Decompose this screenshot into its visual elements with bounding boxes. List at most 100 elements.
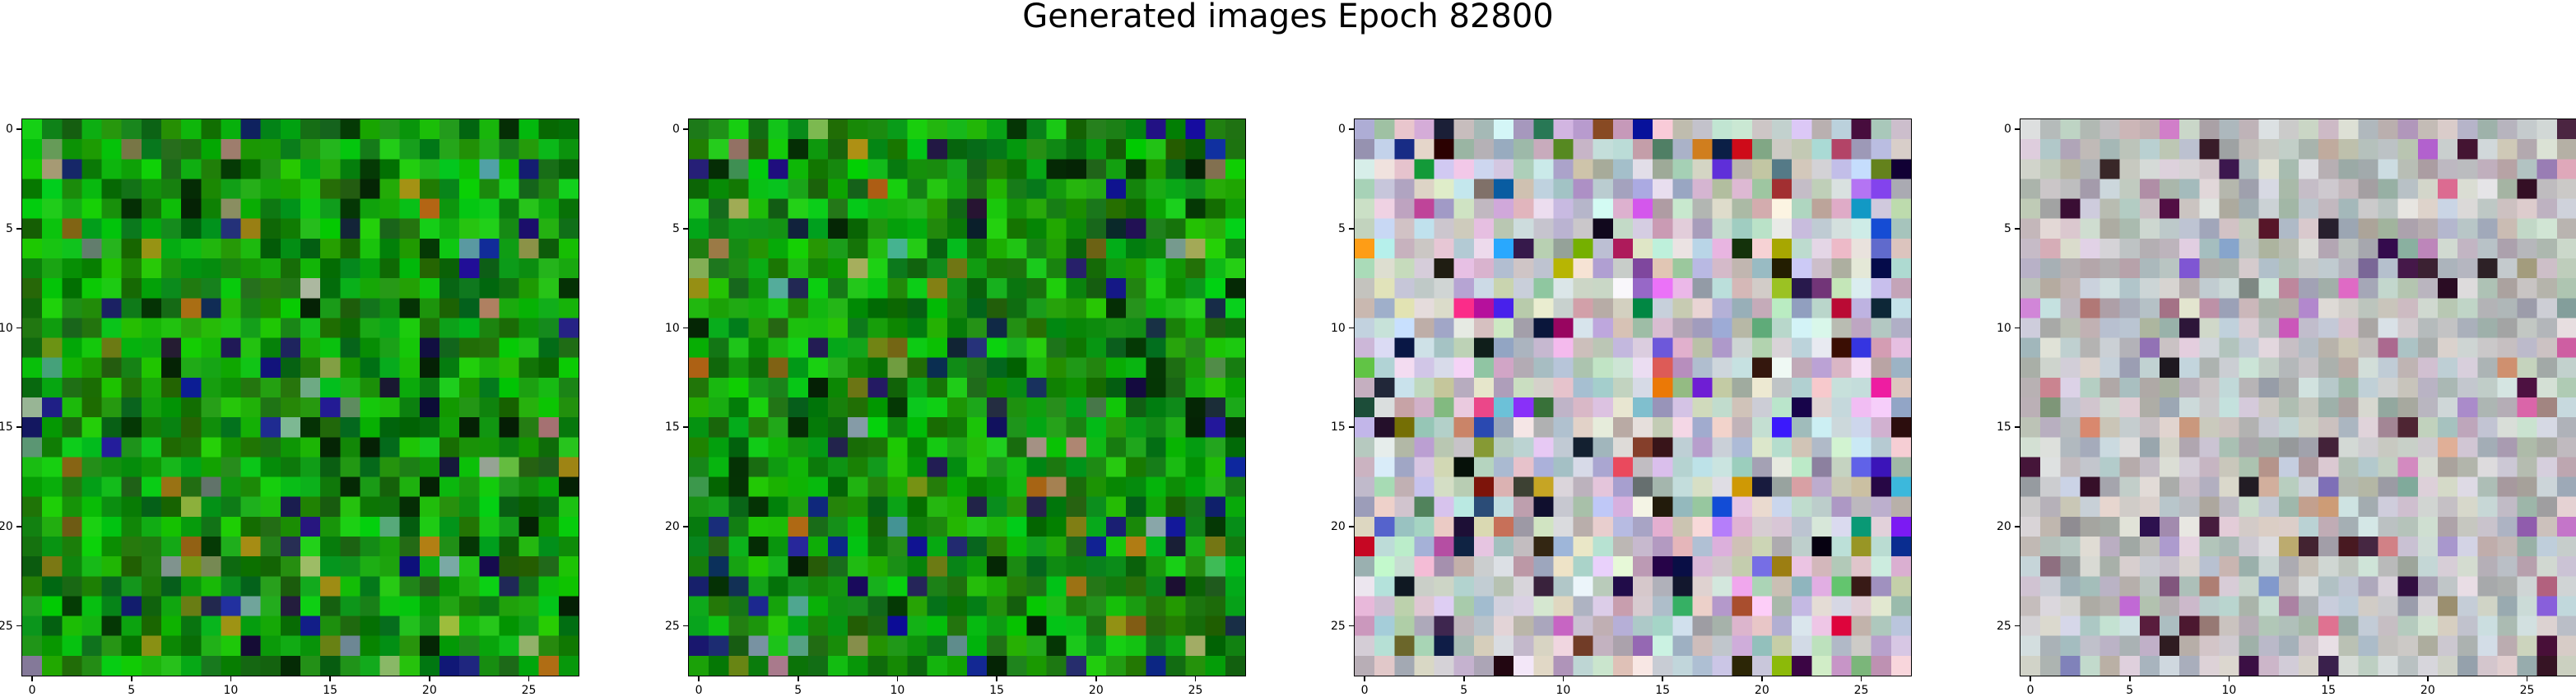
y-tick [2015, 625, 2020, 627]
y-tick-label: 15 [0, 421, 13, 433]
y-tick-label: 10 [0, 323, 13, 334]
y-tick-label: 20 [665, 521, 680, 532]
x-tick [329, 676, 331, 681]
y-tick [2015, 328, 2020, 329]
x-tick-label: 5 [1460, 685, 1467, 696]
x-tick-label: 20 [1089, 685, 1104, 696]
x-tick [1195, 676, 1197, 681]
x-tick [1563, 676, 1565, 681]
y-tick-label: 25 [1997, 620, 2011, 632]
y-tick-label: 15 [1997, 421, 2011, 433]
y-tick [683, 228, 689, 230]
y-tick-label: 0 [2004, 123, 2011, 135]
x-tick [2030, 676, 2031, 681]
x-tick [2229, 676, 2230, 681]
y-tick-label: 0 [672, 123, 680, 135]
x-tick-label: 15 [323, 685, 337, 696]
x-tick [1761, 676, 1763, 681]
y-tick [2015, 128, 2020, 130]
x-tick-label: 20 [1755, 685, 1769, 696]
x-tick-label: 25 [1188, 685, 1203, 696]
x-tick-label: 5 [794, 685, 802, 696]
x-tick [230, 676, 232, 681]
y-tick [2015, 426, 2020, 428]
y-tick [1349, 625, 1355, 627]
y-tick-label: 10 [665, 323, 680, 334]
image-pixels [2020, 119, 2576, 676]
y-tick-label: 15 [665, 421, 680, 433]
y-tick-label: 0 [1338, 123, 1346, 135]
x-tick [429, 676, 430, 681]
y-tick [683, 128, 689, 130]
x-tick [2327, 676, 2329, 681]
x-tick-label: 0 [1361, 685, 1369, 696]
y-tick [2015, 526, 2020, 527]
x-tick [797, 676, 799, 681]
x-tick-label: 0 [695, 685, 703, 696]
y-tick-label: 5 [1338, 223, 1346, 235]
y-tick-label: 20 [0, 521, 13, 532]
generated-image-2: 0 5 10 15 20 25 0 5 10 15 20 25 [689, 119, 1245, 676]
y-tick [16, 228, 22, 230]
y-tick-label: 15 [1331, 421, 1346, 433]
x-tick-label: 20 [2420, 685, 2435, 696]
y-tick [1349, 128, 1355, 130]
y-tick [16, 526, 22, 527]
x-tick-label: 25 [1854, 685, 1869, 696]
y-tick-label: 5 [2004, 223, 2011, 235]
x-tick [1095, 676, 1097, 681]
x-tick [2427, 676, 2429, 681]
x-tick-label: 0 [29, 685, 36, 696]
x-tick-label: 25 [2520, 685, 2535, 696]
x-tick [131, 676, 133, 681]
y-tick [1349, 426, 1355, 428]
y-tick-label: 0 [6, 123, 13, 135]
x-tick-label: 5 [128, 685, 135, 696]
y-tick [16, 625, 22, 627]
figure-title: Generated images Epoch 82800 [0, 0, 2576, 33]
x-tick [1861, 676, 1862, 681]
y-tick [1349, 228, 1355, 230]
x-tick-label: 0 [2027, 685, 2034, 696]
y-tick-label: 5 [672, 223, 680, 235]
x-tick [31, 676, 33, 681]
x-tick [528, 676, 530, 681]
y-tick-label: 10 [1331, 323, 1346, 334]
x-tick-label: 15 [2321, 685, 2336, 696]
x-tick [2129, 676, 2131, 681]
y-tick [683, 426, 689, 428]
y-tick-label: 20 [1997, 521, 2011, 532]
y-tick [2015, 228, 2020, 230]
x-tick [1662, 676, 1663, 681]
y-tick [16, 128, 22, 130]
x-tick-label: 15 [989, 685, 1004, 696]
y-tick-label: 25 [1331, 620, 1346, 632]
x-tick-label: 20 [422, 685, 437, 696]
x-tick-label: 25 [522, 685, 537, 696]
y-tick [683, 328, 689, 329]
y-tick-label: 10 [1997, 323, 2011, 334]
y-tick-label: 25 [665, 620, 680, 632]
y-tick [16, 328, 22, 329]
y-tick-label: 25 [0, 620, 13, 632]
y-tick [1349, 328, 1355, 329]
image-pixels [689, 119, 1245, 676]
y-tick [16, 426, 22, 428]
generated-image-1: 0 5 10 15 20 25 0 5 10 15 20 25 [22, 119, 579, 676]
y-tick [683, 526, 689, 527]
x-tick [996, 676, 997, 681]
x-tick-label: 15 [1655, 685, 1670, 696]
image-pixels [1355, 119, 1911, 676]
x-tick-label: 10 [224, 685, 239, 696]
x-tick-label: 10 [2222, 685, 2237, 696]
y-tick [683, 625, 689, 627]
y-tick-label: 20 [1331, 521, 1346, 532]
generated-image-4: 0 5 10 15 20 25 0 5 10 15 20 25 [2020, 119, 2576, 676]
x-tick [1463, 676, 1465, 681]
y-tick-label: 5 [6, 223, 13, 235]
y-tick [1349, 526, 1355, 527]
x-tick [897, 676, 899, 681]
x-tick-label: 10 [1556, 685, 1571, 696]
generated-image-3: 0 5 10 15 20 25 0 5 10 15 20 25 [1355, 119, 1911, 676]
x-tick-label: 5 [2126, 685, 2133, 696]
